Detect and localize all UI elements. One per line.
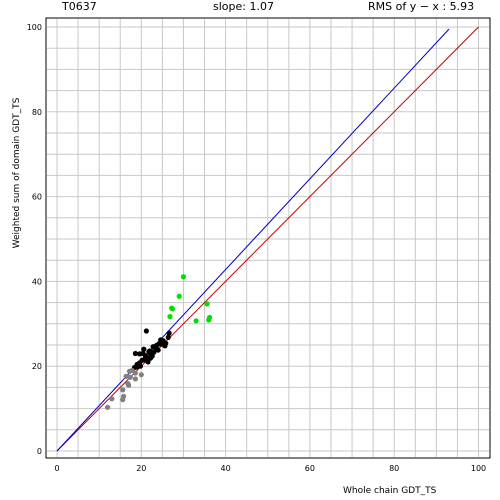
data-point (127, 374, 133, 380)
data-point (132, 376, 138, 382)
data-points (104, 274, 213, 410)
reference-lines (56, 26, 479, 452)
y-tick-label: 40 (32, 277, 42, 286)
data-point (206, 317, 212, 323)
data-point (148, 349, 155, 355)
y-tick-label: 60 (32, 193, 42, 202)
slope-label: slope: 1.07 (213, 0, 274, 13)
data-point (155, 347, 161, 353)
x-axis-label: Whole chain GDT_TS (343, 486, 437, 496)
rms-label: RMS of y − x : 5.93 (368, 0, 475, 13)
data-point (138, 372, 144, 378)
data-point (165, 334, 171, 340)
data-point (126, 382, 132, 388)
data-point (142, 355, 149, 361)
y-axis-label: Weighted sum of domain GDT_TS (12, 97, 22, 249)
identity-line (56, 26, 479, 452)
data-point (193, 318, 199, 324)
data-point (176, 293, 182, 299)
data-point (180, 274, 187, 280)
target-label: T0637 (62, 0, 97, 13)
data-point (169, 306, 176, 312)
data-point (120, 397, 126, 403)
data-point (126, 368, 133, 374)
data-point (137, 351, 143, 357)
data-point (158, 337, 164, 343)
x-tick-label: 0 (54, 464, 59, 473)
fit-line (56, 28, 450, 452)
x-tick-label: 80 (389, 464, 399, 473)
tick-labels: 0 20 40 60 80 100 0 20 40 60 80 100 (27, 23, 486, 473)
y-tick-label: 20 (32, 362, 42, 371)
data-point (204, 301, 210, 307)
x-tick-label: 60 (305, 464, 315, 473)
data-point (141, 346, 147, 352)
grid-lines (47, 19, 489, 457)
y-tick-label: 100 (27, 23, 42, 32)
data-point (163, 340, 169, 346)
data-point (166, 330, 172, 336)
data-point (109, 396, 115, 402)
data-point (120, 387, 126, 393)
y-tick-label: 80 (32, 108, 42, 117)
data-point (104, 404, 111, 410)
y-tick-label: 0 (37, 447, 42, 456)
x-tick-label: 20 (136, 464, 146, 473)
data-point (132, 350, 138, 357)
x-tick-label: 40 (221, 464, 231, 473)
data-point (149, 353, 155, 359)
data-point (143, 328, 149, 334)
data-point (152, 344, 158, 350)
data-point (167, 313, 173, 320)
x-tick-label: 100 (471, 464, 486, 473)
data-point (123, 373, 129, 379)
